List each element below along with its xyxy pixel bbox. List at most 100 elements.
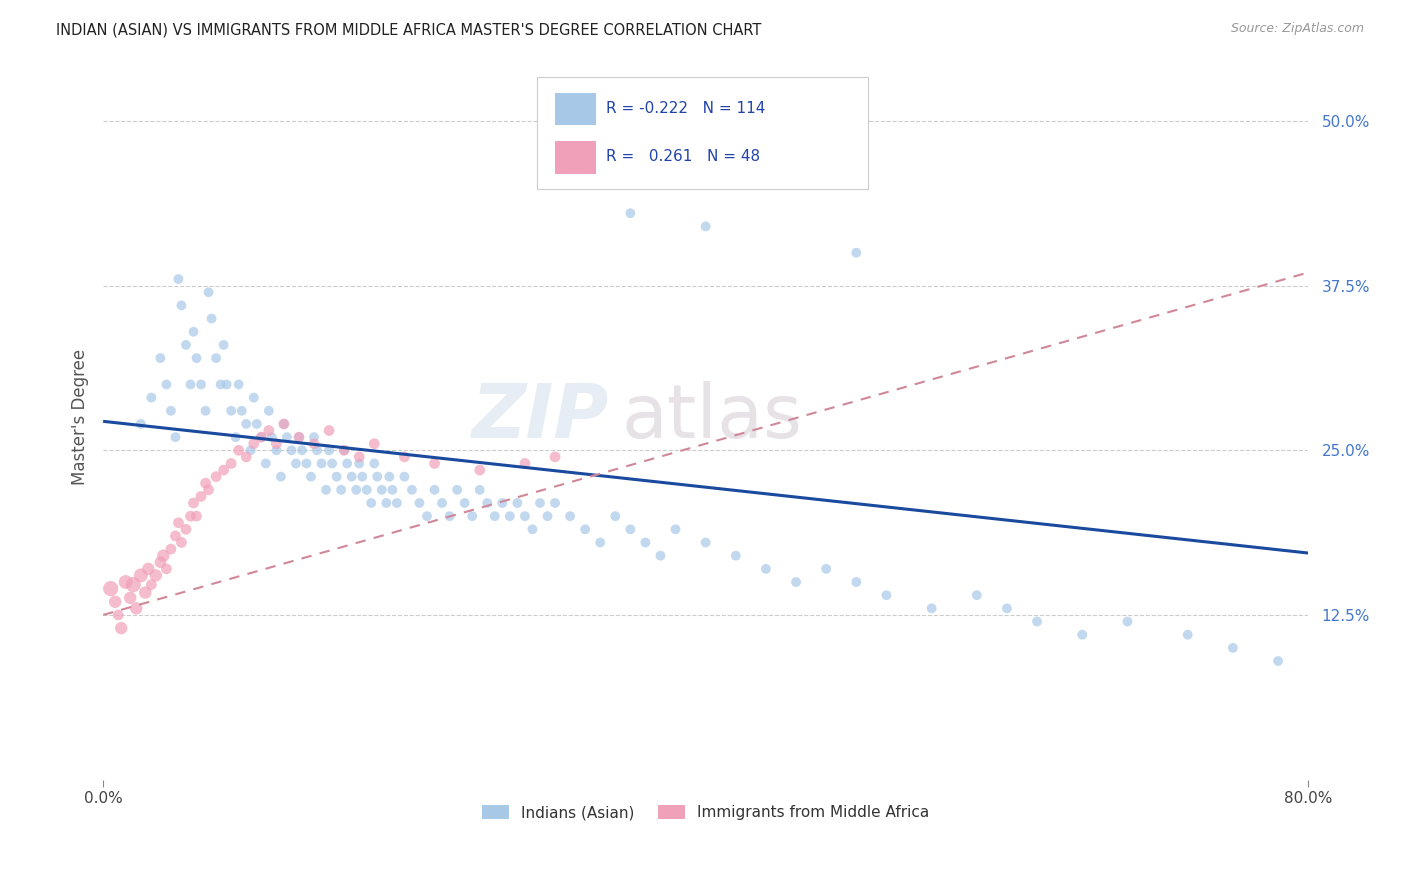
Point — [446, 483, 468, 497]
Point — [394, 450, 416, 464]
Point — [152, 549, 174, 563]
Point — [149, 351, 172, 365]
Point — [266, 436, 288, 450]
Point — [366, 469, 388, 483]
Point — [194, 404, 217, 418]
Point — [1267, 654, 1289, 668]
Point — [966, 588, 988, 602]
Point — [225, 430, 247, 444]
Point — [235, 417, 257, 431]
Point — [295, 457, 318, 471]
Point — [205, 351, 228, 365]
Point — [491, 496, 513, 510]
Point — [664, 522, 686, 536]
Point — [321, 457, 343, 471]
Point — [477, 496, 499, 510]
Point — [260, 430, 283, 444]
Text: R =   0.261   N = 48: R = 0.261 N = 48 — [606, 149, 759, 164]
Point — [845, 245, 868, 260]
Point — [120, 591, 142, 605]
Point — [506, 496, 529, 510]
Point — [228, 443, 250, 458]
Point — [299, 469, 322, 483]
Point — [250, 430, 273, 444]
Point — [235, 450, 257, 464]
Point — [165, 430, 187, 444]
Point — [288, 430, 311, 444]
Point — [347, 450, 370, 464]
Point — [724, 549, 747, 563]
Point — [197, 285, 219, 300]
Point — [194, 476, 217, 491]
Point — [239, 443, 262, 458]
Point — [344, 483, 367, 497]
Point — [145, 568, 167, 582]
Point — [186, 351, 208, 365]
Point — [416, 509, 439, 524]
Point — [254, 457, 277, 471]
Point — [305, 443, 328, 458]
Point — [330, 483, 353, 497]
FancyBboxPatch shape — [537, 77, 869, 189]
Point — [270, 469, 292, 483]
Point — [170, 298, 193, 312]
Point — [453, 496, 475, 510]
Point — [114, 574, 136, 589]
Point — [250, 430, 273, 444]
Point — [439, 509, 461, 524]
Point — [325, 469, 347, 483]
Point — [619, 206, 641, 220]
Point — [107, 607, 129, 622]
Point — [363, 436, 385, 450]
Point — [650, 549, 672, 563]
Point — [513, 457, 536, 471]
Point — [513, 509, 536, 524]
Point — [423, 483, 446, 497]
Point — [179, 377, 201, 392]
Point — [205, 469, 228, 483]
Point — [302, 436, 325, 450]
Point — [160, 542, 183, 557]
Point — [544, 167, 567, 181]
Point — [311, 457, 333, 471]
Point — [815, 562, 838, 576]
Point — [921, 601, 943, 615]
Point — [273, 417, 295, 431]
Point — [231, 404, 253, 418]
Point — [1071, 628, 1094, 642]
Point — [995, 601, 1018, 615]
Point — [1026, 615, 1049, 629]
Point — [129, 417, 152, 431]
Point — [522, 522, 544, 536]
Point — [122, 577, 145, 591]
Point — [165, 529, 187, 543]
Point — [499, 509, 522, 524]
Point — [695, 219, 717, 234]
Point — [167, 272, 190, 286]
Point — [605, 509, 627, 524]
Point — [174, 338, 197, 352]
Point — [170, 535, 193, 549]
Point — [378, 469, 401, 483]
Point — [619, 522, 641, 536]
Point — [228, 377, 250, 392]
Legend: Indians (Asian), Immigrants from Middle Africa: Indians (Asian), Immigrants from Middle … — [475, 799, 936, 826]
Point — [394, 469, 416, 483]
Point — [284, 457, 307, 471]
Point — [266, 443, 288, 458]
Point — [219, 457, 242, 471]
Point — [333, 443, 356, 458]
Point — [149, 555, 172, 569]
FancyBboxPatch shape — [555, 141, 596, 174]
Point — [183, 496, 205, 510]
Point — [468, 483, 491, 497]
Point — [141, 577, 163, 591]
Point — [179, 509, 201, 524]
Y-axis label: Master's Degree: Master's Degree — [72, 350, 89, 485]
Point — [186, 509, 208, 524]
Point — [785, 574, 807, 589]
Point — [558, 509, 581, 524]
Point — [197, 483, 219, 497]
Point — [276, 430, 298, 444]
Point — [544, 450, 567, 464]
